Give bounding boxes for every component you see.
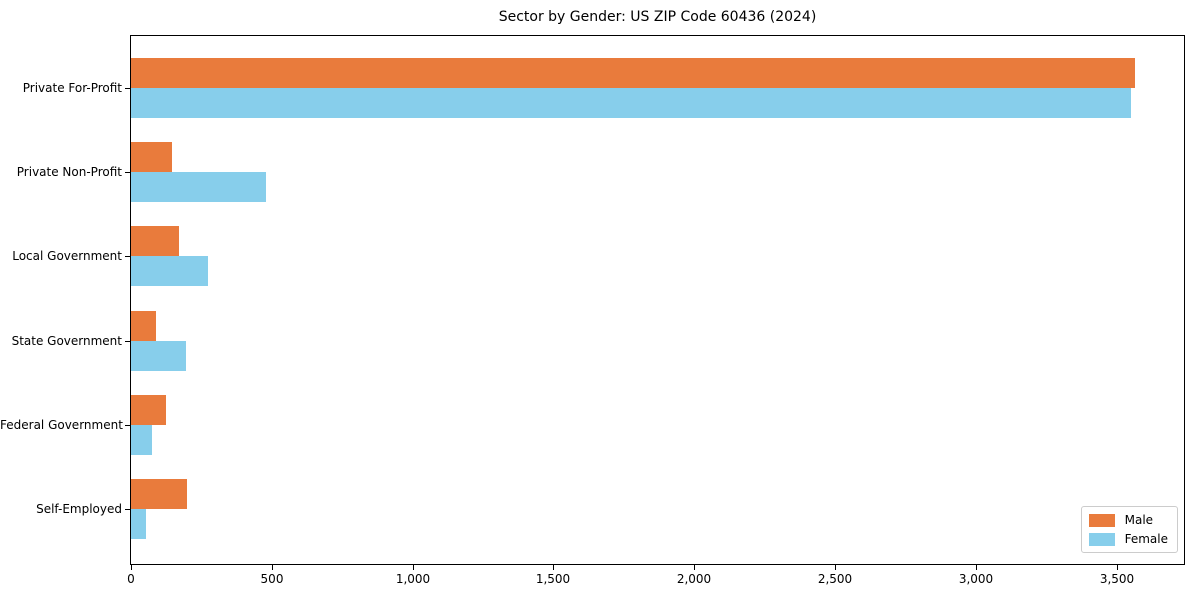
male-color-swatch-icon xyxy=(1088,513,1115,527)
x-tick-mark xyxy=(131,565,132,570)
y-tick-label-3: State Government xyxy=(11,333,122,348)
y-tick-mark xyxy=(125,424,130,426)
bar-female-self-employed xyxy=(131,509,146,539)
plot-area: Male Female xyxy=(130,35,1185,565)
female-color-swatch-icon xyxy=(1088,532,1115,546)
y-tick-label-0: Private For-Profit xyxy=(22,81,122,95)
x-tick-label-6: 3,000 xyxy=(958,572,994,586)
x-tick-label-7: 3,500 xyxy=(1099,572,1135,586)
x-tick-label-1: 500 xyxy=(260,572,284,586)
bar-female-private-for-profit xyxy=(131,88,1131,118)
y-tick-mark xyxy=(125,509,130,510)
y-tick-label-1: Private Non-Profit xyxy=(16,165,122,180)
x-tick-mark xyxy=(553,565,554,570)
x-tick-label-5: 2,500 xyxy=(817,572,853,586)
legend-label-male: Male xyxy=(1124,513,1154,527)
x-tick-label-2: 1,000 xyxy=(395,572,431,586)
chart-title: Sector by Gender: US ZIP Code 60436 (202… xyxy=(498,9,817,25)
bar-female-local-government xyxy=(131,256,208,287)
bar-male-self-employed xyxy=(131,479,187,509)
bar-female-private-non-profit xyxy=(131,172,266,203)
x-tick-mark xyxy=(976,565,977,570)
bar-male-state-government xyxy=(131,310,156,341)
bar-male-federal-government xyxy=(131,394,166,425)
bar-male-private-for-profit xyxy=(131,58,1135,88)
x-tick-mark xyxy=(694,565,695,570)
y-tick-mark xyxy=(125,256,130,258)
y-tick-label-2: Local Government xyxy=(12,249,122,264)
x-tick-label-4: 2,000 xyxy=(676,572,712,586)
x-tick-mark xyxy=(1117,565,1118,570)
legend-item-female: Female xyxy=(1088,532,1168,546)
x-tick-mark xyxy=(835,565,836,570)
y-tick-mark xyxy=(125,172,130,174)
y-tick-label-4: Federal Government xyxy=(0,417,123,432)
y-tick-mark xyxy=(125,88,130,89)
x-tick-mark xyxy=(413,565,414,570)
bar-female-state-government xyxy=(131,340,186,371)
legend: Male Female xyxy=(1080,506,1178,553)
y-tick-label-5: Self-Employed xyxy=(36,502,122,516)
bar-male-private-non-profit xyxy=(131,142,172,173)
legend-label-female: Female xyxy=(1124,532,1168,546)
x-tick-label-3: 1,500 xyxy=(535,572,571,586)
y-tick-mark xyxy=(125,340,130,342)
x-tick-label-0: 0 xyxy=(127,572,135,586)
legend-item-male: Male xyxy=(1088,513,1168,527)
bar-male-local-government xyxy=(131,226,179,257)
bar-female-federal-government xyxy=(131,424,152,455)
x-tick-mark xyxy=(272,565,273,570)
